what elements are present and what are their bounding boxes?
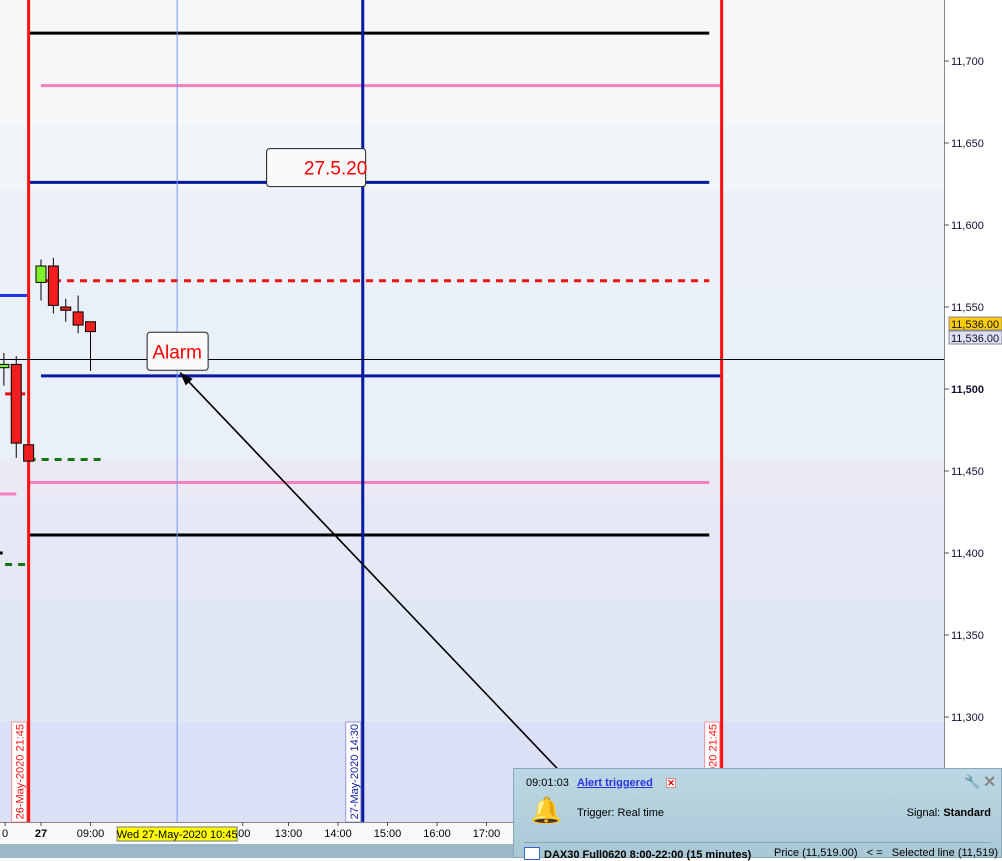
background-band xyxy=(0,500,944,600)
background-band xyxy=(0,125,944,190)
alert-condition: Price (11,519.00) < = Selected line (11,… xyxy=(774,847,999,859)
annotation-text: 27.5.20 xyxy=(304,159,367,180)
annotation-box xyxy=(266,148,367,188)
y-tick-label: 11,300 xyxy=(951,712,984,724)
y-tick-label: 11,550 xyxy=(951,302,984,314)
candle xyxy=(35,265,47,283)
arrow-line xyxy=(179,372,562,773)
last-price-label: 11,536.00 xyxy=(951,319,999,331)
candle xyxy=(72,311,84,326)
vertical-line-label-box xyxy=(11,721,28,823)
candle xyxy=(10,363,22,444)
y-tick-label: 11,400 xyxy=(951,548,984,560)
background-band xyxy=(0,458,944,500)
price-axis xyxy=(944,0,1002,822)
y-tick-label: 11,700 xyxy=(951,56,984,68)
signal-label: Signal: xyxy=(906,807,941,819)
candle xyxy=(0,363,10,369)
x-tick-label: 27 xyxy=(35,828,47,840)
x-tick-label: :00 xyxy=(235,828,250,840)
x-tick-label: 17:00 xyxy=(473,828,501,840)
candle xyxy=(60,306,72,311)
alert-trigger: Trigger: Real time xyxy=(577,807,665,819)
annotation-box xyxy=(146,331,209,371)
candle xyxy=(85,321,96,333)
signal-value: Standard xyxy=(943,807,991,819)
cursor-time-label: Wed 27-May-2020 10:45 xyxy=(117,829,238,841)
alert-footer: DAX30 Full0620 8:00-22:00 (15 minutes) P… xyxy=(524,847,998,861)
last-price-label: 11,536.00 xyxy=(951,333,999,345)
x-tick-label: 15:00 xyxy=(374,828,402,840)
alert-time: 09:01:03 xyxy=(526,777,569,789)
x-tick-label: 09:00 xyxy=(77,828,105,840)
x-tick-label: 13:00 xyxy=(275,828,303,840)
chart-icon[interactable] xyxy=(524,847,540,860)
background-band xyxy=(0,290,944,458)
wrench-icon[interactable]: 🔧 xyxy=(964,774,981,789)
arrow-head-icon xyxy=(180,372,193,386)
annotation-text: Alarm xyxy=(152,342,202,363)
alert-title-link[interactable]: Alert triggered xyxy=(577,777,653,789)
x-tick-label: 16:00 xyxy=(423,828,451,840)
background-band xyxy=(0,0,944,125)
y-tick-label: 11,600 xyxy=(951,220,984,232)
alert-popup: 09:01:03 Alert triggered ✕ 🔧 ✕ 🔔 Trigger… xyxy=(513,768,1002,861)
divider xyxy=(524,842,991,843)
y-tick-label: 11,650 xyxy=(951,138,984,150)
x-tick-label: 0 xyxy=(2,828,8,840)
alert-signal: Signal: Standard xyxy=(907,807,991,819)
annotation-alarm: Alarm xyxy=(146,331,209,371)
cursor-time-label-box xyxy=(116,826,238,842)
vertical-line-label: 26-May-2020 21:45 xyxy=(15,724,27,819)
last-price-label-box xyxy=(948,330,1002,345)
close-icon[interactable]: ✕ xyxy=(983,774,997,791)
annotation-27520: 27.5.20 xyxy=(266,148,367,188)
x-tick-label: 14:00 xyxy=(324,828,352,840)
last-price-label-box xyxy=(948,316,1002,331)
vertical-line-label-box xyxy=(345,721,362,823)
remove-icon[interactable]: ✕ xyxy=(666,778,676,788)
y-tick-label: 11,500 xyxy=(951,384,984,396)
candle xyxy=(23,444,35,462)
y-tick-label: 11,450 xyxy=(951,466,984,478)
candle xyxy=(47,265,59,306)
bell-icon: 🔔 xyxy=(530,795,563,825)
alert-instrument: DAX30 Full0620 8:00-22:00 (15 minutes) xyxy=(544,849,752,861)
vertical-line-label: 27-May-2020 14:30 xyxy=(349,724,361,819)
background-band xyxy=(0,600,944,722)
y-tick-label: 11,350 xyxy=(951,630,984,642)
background-band xyxy=(0,190,944,290)
